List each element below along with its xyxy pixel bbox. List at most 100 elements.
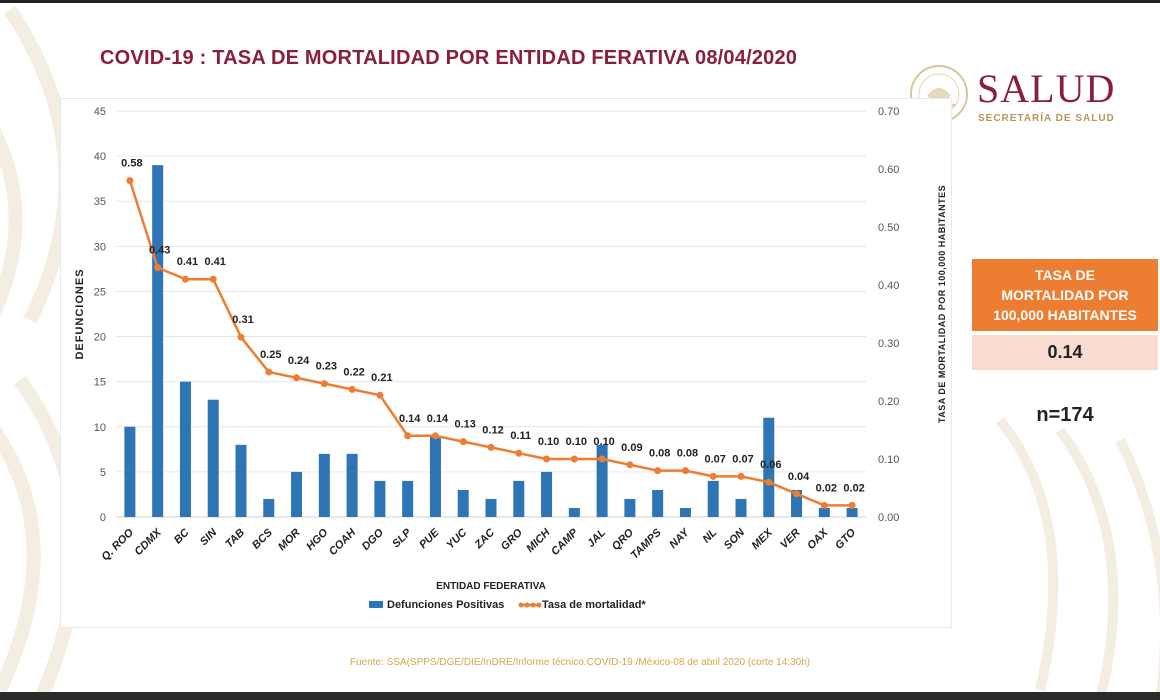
x-tick-label: VER xyxy=(778,527,803,552)
line-point xyxy=(765,478,773,486)
data-label: 0.25 xyxy=(260,349,281,361)
y2-tick-label: 0.20 xyxy=(878,396,899,408)
bar xyxy=(235,444,247,517)
bar xyxy=(179,381,191,517)
bar xyxy=(291,471,303,517)
chart-svg: 0.58 0.43 0.41 0.41 0.31 0.25 0.24 0.23 0.22 0.21… xyxy=(74,106,947,611)
chart-panel: 0.58 0.43 0.41 0.41 0.31 0.25 0.24 0.23 0.22 0.21… xyxy=(60,98,952,628)
legend-bar-label: Defunciones Positivas xyxy=(387,599,504,611)
line-point xyxy=(543,455,551,463)
bar xyxy=(763,417,775,517)
y-tick-label: 5 xyxy=(100,467,106,479)
data-label: 0.31 xyxy=(232,314,253,326)
bar xyxy=(624,498,636,517)
logo-word: SALUD xyxy=(977,66,1116,111)
line-point xyxy=(737,472,745,480)
bar xyxy=(818,507,830,517)
bar xyxy=(152,165,164,517)
bar xyxy=(846,507,858,517)
bar xyxy=(207,399,219,517)
line-point xyxy=(487,443,495,451)
page-title: COVID-19 : TASA DE MORTALIDAD POR ENTIDA… xyxy=(100,47,798,69)
line-point xyxy=(848,501,856,509)
line-point xyxy=(376,391,384,399)
line-point xyxy=(126,177,134,185)
data-label: 0.10 xyxy=(593,436,614,448)
data-label: 0.41 xyxy=(177,256,198,268)
x-tick-label: CAMP xyxy=(549,526,581,558)
x-tick-label: TAMPS xyxy=(629,526,665,562)
y2-tick-label: 0.10 xyxy=(878,454,899,466)
legend-line-marker xyxy=(518,602,524,608)
bar xyxy=(596,444,608,517)
y-tick-label: 30 xyxy=(94,241,106,253)
x-tick-label: SIN xyxy=(198,526,220,548)
line-point xyxy=(431,432,439,440)
data-label: 0.07 xyxy=(732,453,753,465)
line-point xyxy=(293,374,301,382)
y-tick-label: 35 xyxy=(94,196,106,208)
data-label: 0.06 xyxy=(760,459,781,471)
x-tick-label: BCS xyxy=(250,526,275,551)
line-point xyxy=(820,501,828,509)
y-tick-label: 15 xyxy=(94,377,106,389)
legend-line-marker xyxy=(524,602,530,608)
x-tick-label: ZAC xyxy=(472,526,498,552)
x-tick-label: NL xyxy=(700,526,719,545)
x-tick-label: DGO xyxy=(360,526,387,553)
sample-size: n=174 xyxy=(1036,404,1094,426)
line-point xyxy=(793,490,801,498)
line-point xyxy=(681,467,689,475)
bar xyxy=(263,498,275,517)
bar xyxy=(735,498,747,517)
x-tick-label: Q. ROO xyxy=(99,526,136,563)
data-label: 0.22 xyxy=(343,366,364,378)
data-label: 0.10 xyxy=(566,436,587,448)
data-label: 0.24 xyxy=(288,355,310,367)
x-tick-label: YUC xyxy=(444,526,470,552)
x-tick-label: JAL xyxy=(585,526,608,549)
top-border xyxy=(0,0,1160,3)
x-tick-label: PUE xyxy=(417,526,442,551)
x-tick-label: MOR xyxy=(276,527,303,554)
x-tick-label: SLP xyxy=(390,526,414,550)
x-axis-title: ENTIDAD FEDERATIVA xyxy=(436,581,546,592)
data-label: 0.12 xyxy=(482,424,503,436)
bar xyxy=(513,480,525,517)
bar xyxy=(429,435,441,517)
bar xyxy=(652,489,664,517)
data-label: 0.10 xyxy=(538,436,559,448)
bar xyxy=(346,453,358,517)
line-point xyxy=(654,467,662,475)
bar xyxy=(374,480,386,517)
data-label: 0.23 xyxy=(316,361,337,373)
y-tick-label: 20 xyxy=(94,332,106,344)
bar xyxy=(485,498,497,517)
data-label: 0.58 xyxy=(121,158,142,170)
line-point xyxy=(570,455,578,463)
y2-tick-label: 0.60 xyxy=(878,164,899,176)
y-tick-label: 0 xyxy=(100,512,106,524)
bar xyxy=(402,480,414,517)
data-label: 0.07 xyxy=(705,453,726,465)
bar xyxy=(457,489,469,517)
y2-tick-label: 0.40 xyxy=(878,280,899,292)
data-label: 0.02 xyxy=(843,482,864,494)
x-tick-label: CDMX xyxy=(132,526,164,558)
y-axis-title: DEFUNCIONES xyxy=(74,268,86,359)
line-point xyxy=(598,455,606,463)
rate-value-box: 0.14 xyxy=(972,335,1158,370)
data-label: 0.43 xyxy=(149,245,170,257)
y2-axis-title: TASA DE MORTALIDAD POR 100,000 HABITANTE… xyxy=(937,185,947,423)
y2-tick-label: 0.30 xyxy=(878,338,899,350)
data-label: 0.04 xyxy=(788,471,810,483)
line-point xyxy=(404,432,412,440)
salud-logo: SALUD SECRETARÍA DE SALUD xyxy=(905,62,1150,132)
line-point xyxy=(515,449,523,457)
x-tick-label: TAB xyxy=(223,527,247,551)
bar xyxy=(124,426,136,517)
bar xyxy=(318,453,330,517)
legend-line-label: Tasa de mortalidad* xyxy=(542,599,646,611)
bar xyxy=(707,480,719,517)
rate-label-box: TASA DE MORTALIDAD POR 100,000 HABITANTE… xyxy=(972,259,1158,331)
